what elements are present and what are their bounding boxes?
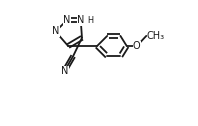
Text: CH₃: CH₃ bbox=[147, 31, 165, 41]
Text: N: N bbox=[77, 15, 84, 25]
Text: N: N bbox=[61, 66, 68, 76]
Text: N: N bbox=[52, 26, 59, 37]
Text: N: N bbox=[63, 15, 70, 25]
Text: H: H bbox=[87, 16, 93, 25]
Text: O: O bbox=[133, 41, 141, 51]
